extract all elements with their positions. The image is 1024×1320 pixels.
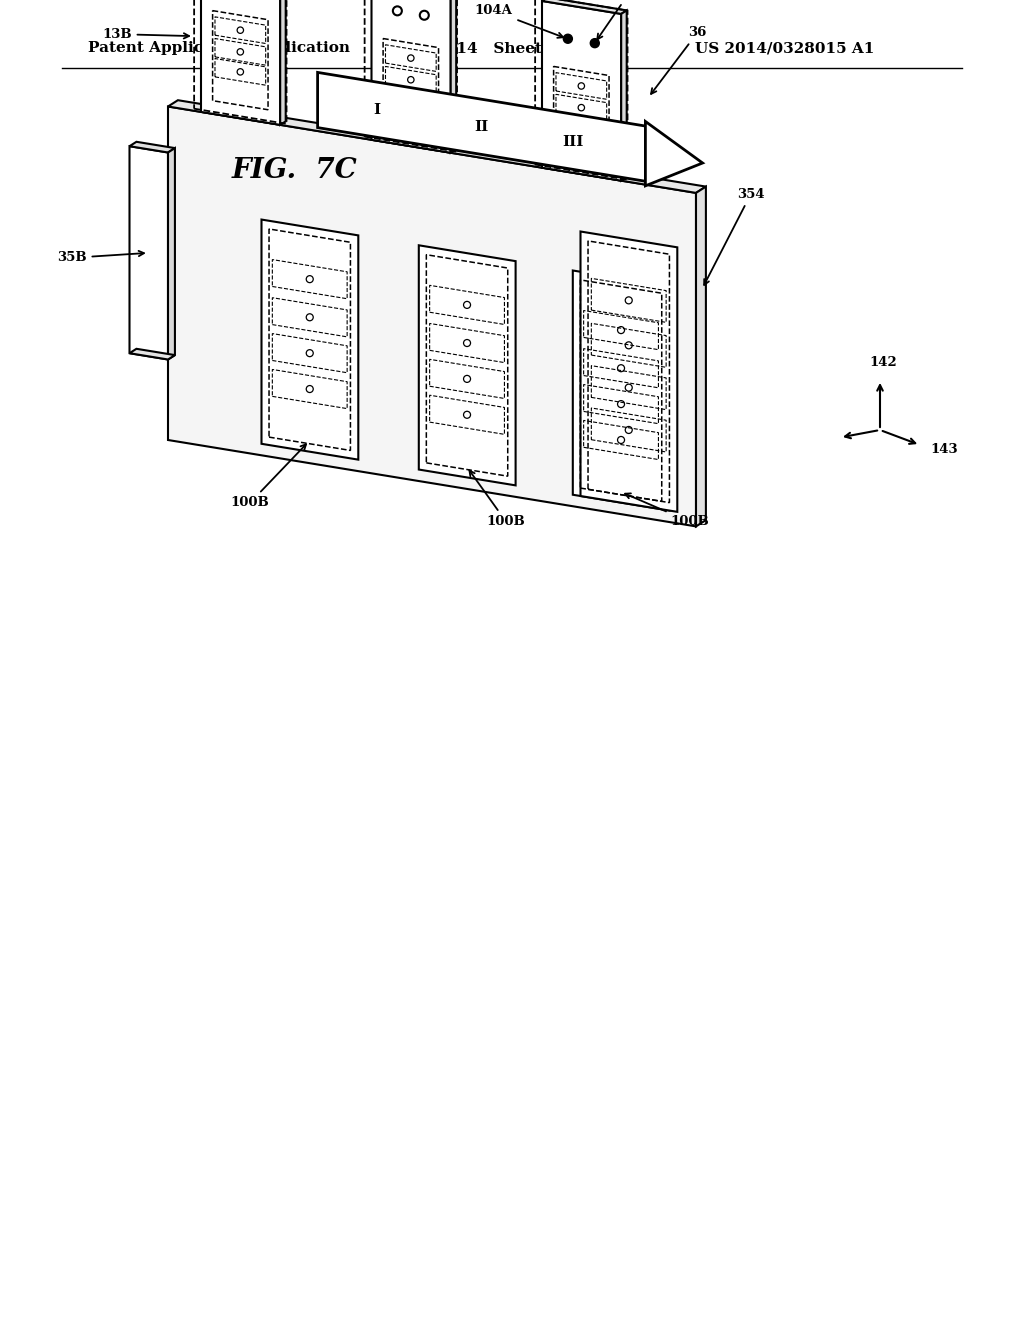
Polygon shape: [201, 0, 281, 125]
Text: II: II: [474, 120, 488, 133]
Text: 13B: 13B: [102, 28, 189, 41]
Circle shape: [563, 34, 572, 44]
Polygon shape: [281, 0, 286, 125]
Polygon shape: [581, 231, 677, 512]
Polygon shape: [129, 147, 168, 359]
Polygon shape: [645, 121, 702, 186]
Text: 142: 142: [869, 356, 897, 370]
Text: 104A: 104A: [475, 4, 563, 38]
Text: 354: 354: [705, 187, 765, 285]
Text: 100B: 100B: [230, 445, 306, 510]
Polygon shape: [542, 0, 627, 15]
Text: 100B: 100B: [625, 494, 710, 528]
Text: III: III: [562, 135, 584, 149]
Polygon shape: [451, 0, 457, 153]
Circle shape: [590, 38, 599, 48]
Polygon shape: [372, 0, 451, 153]
Text: 100B: 100B: [469, 470, 525, 528]
Polygon shape: [129, 141, 175, 153]
Polygon shape: [168, 107, 696, 527]
Text: 143: 143: [930, 444, 957, 455]
Text: 104B: 104B: [597, 0, 648, 40]
Polygon shape: [261, 219, 358, 459]
Polygon shape: [168, 148, 175, 359]
Polygon shape: [168, 100, 706, 193]
Text: I: I: [373, 103, 380, 116]
Text: FIG.  7C: FIG. 7C: [232, 157, 357, 183]
Text: US 2014/0328015 A1: US 2014/0328015 A1: [695, 41, 874, 55]
Polygon shape: [419, 246, 516, 486]
Polygon shape: [696, 186, 706, 527]
Text: Patent Application Publication: Patent Application Publication: [88, 41, 350, 55]
Polygon shape: [129, 348, 175, 359]
Polygon shape: [572, 271, 670, 511]
Text: 35B: 35B: [57, 251, 144, 264]
Polygon shape: [317, 73, 645, 181]
Text: 36: 36: [651, 26, 707, 94]
Polygon shape: [542, 1, 622, 181]
Polygon shape: [622, 11, 627, 181]
Text: Nov. 6, 2014   Sheet 9 of 22: Nov. 6, 2014 Sheet 9 of 22: [372, 41, 606, 55]
